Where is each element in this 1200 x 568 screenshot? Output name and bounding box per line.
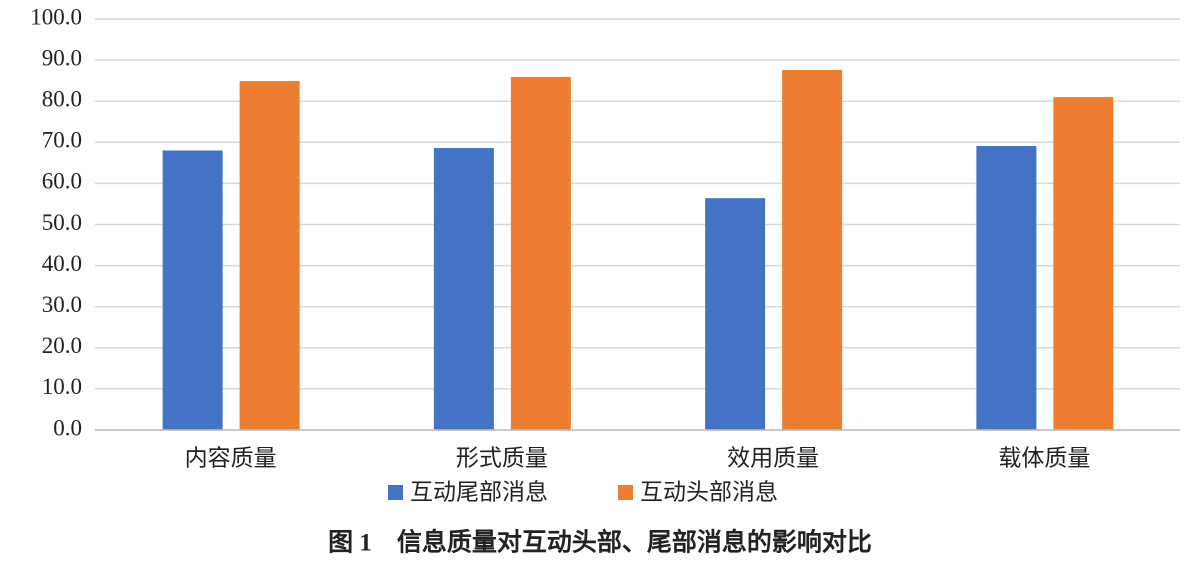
x-tick-label: 内容质量 (185, 445, 277, 470)
bar (782, 69, 843, 431)
bar (162, 150, 223, 430)
bar (705, 198, 766, 430)
legend-label: 互动头部消息 (640, 479, 778, 504)
y-tick-label: 60.0 (42, 169, 82, 194)
bar (433, 148, 494, 430)
y-tick-label: 80.0 (42, 86, 82, 111)
legend-label: 互动尾部消息 (410, 479, 548, 504)
y-tick-label: 70.0 (42, 128, 82, 153)
x-tick-label: 载体质量 (998, 445, 1090, 470)
y-tick-label: 50.0 (42, 210, 82, 235)
bar (1053, 97, 1114, 430)
y-tick-label: 30.0 (42, 292, 82, 317)
y-tick-label: 10.0 (42, 374, 82, 399)
y-tick-label: 100.0 (30, 4, 82, 29)
legend-swatch (388, 485, 403, 500)
chart-title: 图 1 信息质量对互动头部、尾部消息的影响对比 (328, 528, 872, 557)
y-tick-label: 40.0 (42, 251, 82, 276)
y-tick-label: 20.0 (42, 333, 82, 358)
legend-swatch (618, 485, 633, 500)
x-tick-label: 形式质量 (456, 445, 548, 470)
y-tick-label: 0.0 (53, 415, 82, 440)
bar (239, 81, 300, 430)
x-tick-label: 效用质量 (727, 445, 819, 470)
y-tick-label: 90.0 (42, 45, 82, 70)
bar (976, 145, 1037, 430)
bar (510, 76, 571, 431)
